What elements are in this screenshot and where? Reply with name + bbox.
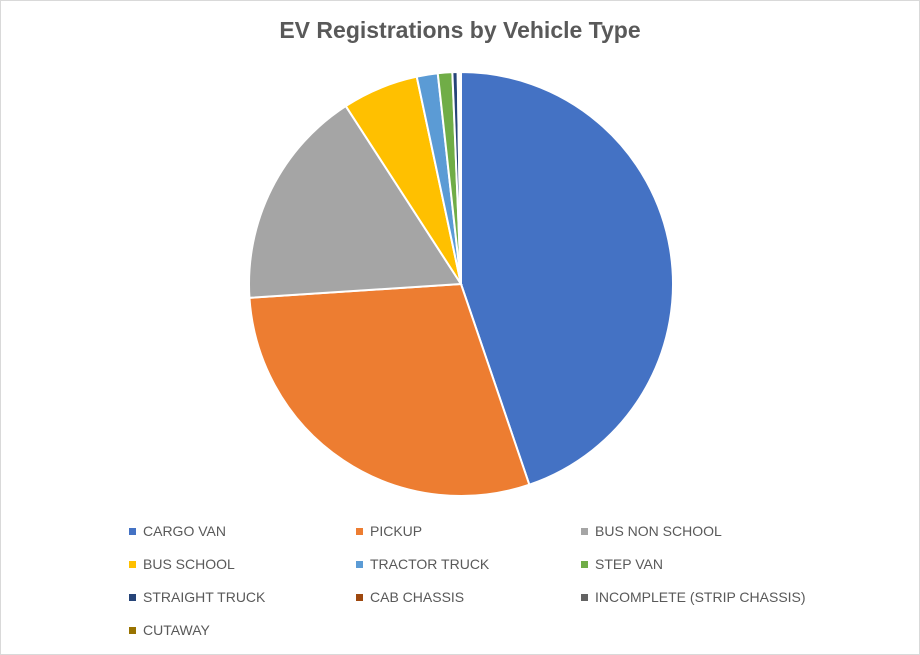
legend-item-cargo-van: CARGO VAN [129, 523, 226, 539]
legend-swatch [129, 593, 136, 601]
legend-label: INCOMPLETE (STRIP CHASSIS) [595, 589, 806, 605]
legend-item-step-van: STEP VAN [581, 556, 663, 572]
chart-title: EV Registrations by Vehicle Type [279, 17, 641, 43]
legend-item-cutaway: CUTAWAY [129, 622, 210, 638]
pie-slice-bus-non-school [248, 104, 463, 299]
legend-item-bus-school: BUS SCHOOL [129, 556, 235, 572]
legend-swatch [356, 527, 363, 535]
legend-label: CARGO VAN [143, 523, 226, 539]
legend-item-tractor-truck: TRACTOR TRUCK [356, 556, 489, 572]
legend-label: BUS SCHOOL [143, 556, 235, 572]
legend-item-incomplete-strip-chassis: INCOMPLETE (STRIP CHASSIS) [581, 589, 806, 605]
legend-swatch [129, 626, 136, 634]
legend-item-straight-truck: STRAIGHT TRUCK [129, 589, 265, 605]
legend-swatch [581, 527, 588, 535]
legend-swatch [129, 560, 136, 568]
legend-item-bus-non-school: BUS NON SCHOOL [581, 523, 722, 539]
legend-label: TRACTOR TRUCK [370, 556, 490, 572]
legend-label: CUTAWAY [143, 622, 210, 638]
pie-slice-cargo-van [460, 70, 674, 486]
legend-swatch [581, 593, 588, 601]
legend-label: CAB CHASSIS [370, 589, 465, 605]
legend-item-cab-chassis: CAB CHASSIS [356, 589, 464, 605]
legend-swatch [581, 560, 588, 568]
legend-label: STRAIGHT TRUCK [143, 589, 266, 605]
legend-label: STEP VAN [595, 556, 663, 572]
legend-swatch [356, 560, 363, 568]
legend-swatch [356, 593, 363, 601]
legend-swatch [129, 527, 136, 535]
legend-item-pickup: PICKUP [356, 523, 422, 539]
pie-slice-cutaway [459, 70, 462, 285]
legend-label: PICKUP [370, 523, 423, 539]
legend-label: BUS NON SCHOOL [595, 523, 722, 539]
pie-slice-pickup [248, 282, 531, 497]
pie-chart [248, 70, 674, 497]
